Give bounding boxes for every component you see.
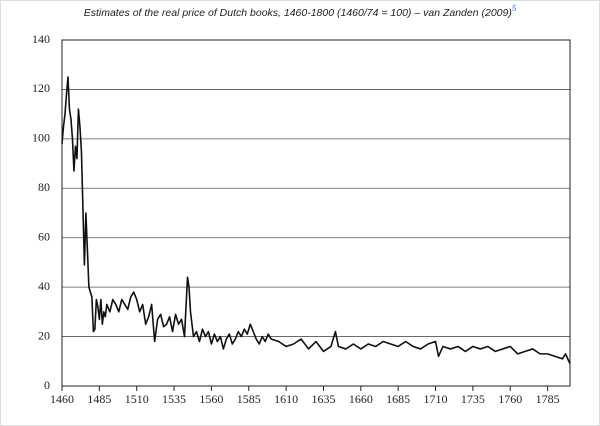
x-tick-label: 1510 xyxy=(125,392,149,406)
x-tick-label: 1460 xyxy=(50,392,74,406)
x-tick-label: 1485 xyxy=(87,392,111,406)
title-text: Estimates of the real price of Dutch boo… xyxy=(84,7,512,19)
y-tick-label: 140 xyxy=(32,32,50,46)
y-tick-label: 60 xyxy=(38,229,50,243)
y-tick-label: 40 xyxy=(38,279,50,293)
x-tick-label: 1610 xyxy=(274,392,298,406)
x-tick-label: 1760 xyxy=(498,392,522,406)
plot-frame xyxy=(61,39,571,387)
y-tick-label: 80 xyxy=(38,180,50,194)
x-tick-label: 1660 xyxy=(349,392,373,406)
y-tick-label: 100 xyxy=(32,131,50,145)
chart-title: Estimates of the real price of Dutch boo… xyxy=(84,4,517,19)
y-tick-label: 120 xyxy=(32,81,50,95)
title-footnote: 5 xyxy=(512,4,517,13)
x-tick-label: 1585 xyxy=(237,392,261,406)
data-line xyxy=(61,76,571,365)
x-tick-label: 1735 xyxy=(461,392,485,406)
x-tick-label: 1535 xyxy=(162,392,186,406)
x-tick-label: 1785 xyxy=(536,392,560,406)
x-tick-label: 1710 xyxy=(424,392,448,406)
x-tick-label: 1560 xyxy=(199,392,223,406)
y-tick-label: 0 xyxy=(44,378,50,392)
x-tick-label: 1635 xyxy=(311,392,335,406)
y-tick-label: 20 xyxy=(38,328,50,342)
x-tick-label: 1685 xyxy=(386,392,410,406)
